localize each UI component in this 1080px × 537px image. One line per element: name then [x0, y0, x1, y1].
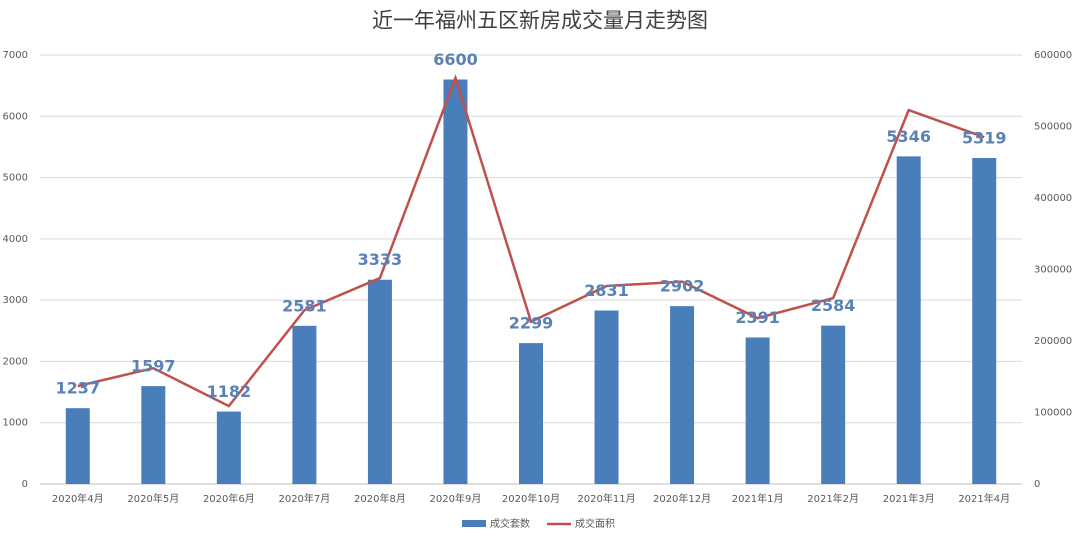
x-tick-label: 2020年4月: [52, 492, 104, 505]
value-label: 1597: [131, 357, 176, 376]
x-tick-label: 2021年4月: [958, 492, 1010, 505]
x-tick-label: 2021年3月: [883, 492, 935, 505]
x-tick-label: 2020年10月: [502, 492, 560, 505]
y2-tick-label: 300000: [1034, 265, 1072, 276]
x-tick-label: 2021年1月: [732, 492, 784, 505]
bar: [821, 325, 846, 484]
legend-label: 成交面积: [575, 517, 615, 530]
bar: [443, 79, 468, 484]
y-tick-label: 4000: [3, 234, 28, 245]
bar: [594, 310, 619, 484]
bar: [670, 306, 695, 484]
value-label: 1182: [207, 382, 252, 401]
y-tick-label: 6000: [3, 111, 28, 122]
x-tick-label: 2021年2月: [807, 492, 859, 505]
value-label: 2391: [735, 308, 780, 327]
bar: [292, 325, 317, 484]
y2-tick-label: 600000: [1034, 50, 1072, 61]
x-tick-label: 2020年11月: [577, 492, 635, 505]
y-tick-label: 5000: [3, 173, 28, 184]
chart-title: 近一年福州五区新房成交量月走势图: [372, 9, 708, 33]
y-tick-label: 3000: [3, 295, 28, 306]
value-label: 2584: [811, 296, 856, 315]
legend-swatch: [462, 520, 486, 527]
value-label: 5346: [886, 127, 931, 146]
value-label: 6600: [433, 50, 478, 69]
bar: [519, 343, 543, 484]
value-label: 1237: [56, 379, 101, 398]
y-tick-label: 1000: [3, 418, 28, 429]
value-label: 5319: [962, 129, 1007, 148]
bar: [141, 386, 166, 484]
x-tick-label: 2020年6月: [203, 492, 255, 505]
x-tick-label: 2020年7月: [278, 492, 330, 505]
y2-tick-label: 400000: [1034, 193, 1072, 204]
y-tick-label: 0: [22, 479, 28, 490]
y2-tick-label: 500000: [1034, 122, 1072, 133]
y2-tick-label: 100000: [1034, 408, 1072, 419]
y-tick-label: 7000: [3, 50, 28, 61]
bar: [972, 158, 997, 484]
x-tick-label: 2020年5月: [127, 492, 179, 505]
bar: [216, 411, 241, 484]
value-label: 2581: [282, 296, 327, 315]
line: [77, 74, 985, 408]
bar: [745, 337, 770, 484]
bar: [367, 279, 392, 484]
value-label: 2902: [660, 277, 705, 296]
y2-tick-label: 0: [1034, 479, 1040, 490]
legend-label: 成交套数: [490, 517, 530, 530]
bar: [896, 156, 921, 484]
x-tick-label: 2020年9月: [430, 492, 482, 505]
x-tick-label: 2020年8月: [354, 492, 406, 505]
value-label: 3333: [358, 250, 403, 269]
value-label: 2831: [584, 281, 629, 300]
y2-tick-label: 200000: [1034, 336, 1072, 347]
bar: [65, 408, 90, 484]
x-tick-label: 2020年12月: [653, 492, 711, 505]
value-label: 2299: [509, 314, 554, 333]
y-tick-label: 2000: [3, 356, 28, 367]
